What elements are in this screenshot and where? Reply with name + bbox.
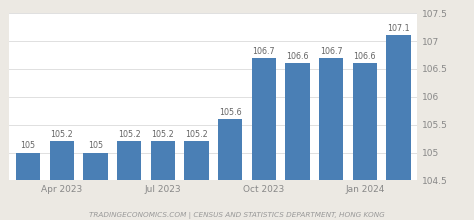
Bar — [151, 141, 175, 180]
Text: 105.2: 105.2 — [185, 130, 208, 139]
Bar — [319, 58, 343, 180]
Bar — [50, 141, 74, 180]
Text: 105: 105 — [88, 141, 103, 150]
Bar — [184, 141, 209, 180]
Bar — [16, 152, 40, 180]
Text: 105.2: 105.2 — [50, 130, 73, 139]
Text: 105.6: 105.6 — [219, 108, 241, 117]
Bar — [285, 63, 310, 180]
Bar — [386, 35, 410, 180]
Text: 105.2: 105.2 — [118, 130, 140, 139]
Bar — [83, 152, 108, 180]
Text: 106.6: 106.6 — [354, 52, 376, 61]
Bar — [252, 58, 276, 180]
Bar — [117, 141, 141, 180]
Text: 107.1: 107.1 — [387, 24, 410, 33]
Text: 106.7: 106.7 — [253, 47, 275, 56]
Text: TRADINGECONOMICS.COM | CENSUS AND STATISTICS DEPARTMENT, HONG KONG: TRADINGECONOMICS.COM | CENSUS AND STATIS… — [89, 212, 385, 219]
Text: 105.2: 105.2 — [151, 130, 174, 139]
Text: 105: 105 — [20, 141, 36, 150]
Bar — [353, 63, 377, 180]
Text: 106.6: 106.6 — [286, 52, 309, 61]
Bar — [218, 119, 242, 180]
Text: 106.7: 106.7 — [320, 47, 343, 56]
